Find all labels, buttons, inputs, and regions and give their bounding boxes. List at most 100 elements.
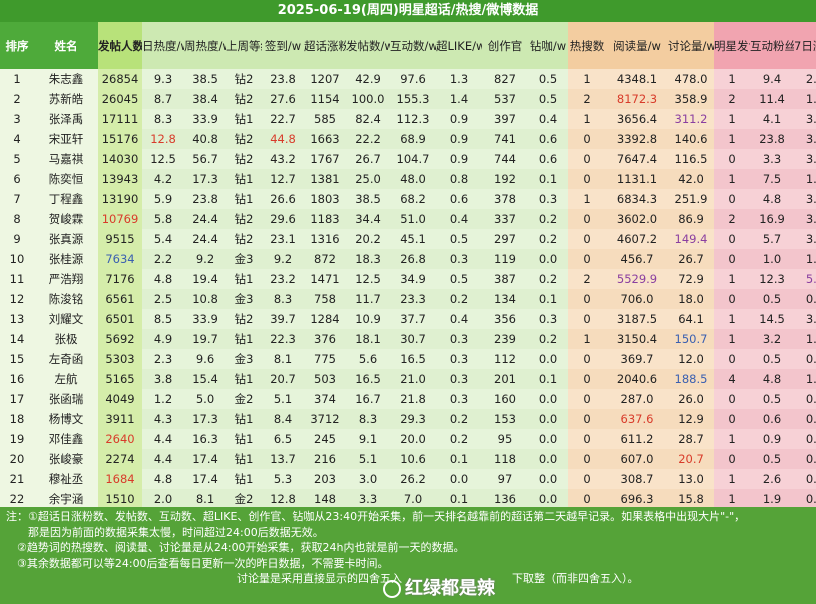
table-cell: 钻1 xyxy=(226,189,262,209)
page-title: 2025-06-19(周四)明星超话/热搜/微博数据 xyxy=(0,0,816,22)
table-cell: 149.4 xyxy=(668,229,714,249)
table-cell: 30.7 xyxy=(390,329,436,349)
table-cell: 0.2 xyxy=(528,209,568,229)
table-cell: 607.0 xyxy=(606,449,668,469)
table-cell: 0.3 xyxy=(436,249,482,269)
table-cell: 钻1 xyxy=(226,269,262,289)
table-cell: 4.4 xyxy=(142,449,184,469)
table-cell: 116.5 xyxy=(668,149,714,169)
note-line: ②趋势词的热搜数、阅读量、讨论量是从24:00开始采集，获取24h内也就是前一天… xyxy=(6,541,465,554)
table-cell: 陈浚铭 xyxy=(34,289,98,309)
table-cell: 5529.9 xyxy=(606,269,668,289)
table-cell: 10.6 xyxy=(390,449,436,469)
table-cell: 1663 xyxy=(304,129,346,149)
table-cell: 钻2 xyxy=(226,69,262,89)
table-cell: 24.4 xyxy=(184,229,226,249)
table-cell: 4049 xyxy=(98,389,142,409)
table-cell: 188.5 xyxy=(668,369,714,389)
table-row: 14 张极 5692 4.9 19.7 钻1 22.3 376 18.1 30.7 0.3 239 0.… xyxy=(0,329,816,349)
table-row: 8 贺峻霖 10769 5.8 24.4 钻2 29.6 1183 34.4 51.0 0.4 337… xyxy=(0,209,816,229)
table-cell: 1.0 xyxy=(794,249,816,269)
table-cell: 19.4 xyxy=(184,269,226,289)
table-cell: 38.4 xyxy=(184,89,226,109)
table-cell: 2.2 xyxy=(142,249,184,269)
table-cell: 1131.1 xyxy=(606,169,668,189)
table-cell: 1 xyxy=(714,489,750,509)
table-row: 3 张泽禹 17111 8.3 33.9 钻1 22.7 585 82.4 112.3 0.9 397… xyxy=(0,109,816,129)
table-cell: 456.7 xyxy=(606,249,668,269)
table-cell: 邓佳鑫 xyxy=(34,429,98,449)
table-cell: 3.5 xyxy=(794,149,816,169)
table-cell: 余宇涵 xyxy=(34,489,98,509)
table-row: 5 马嘉祺 14030 12.5 56.7 钻2 43.2 1767 26.7 104.7 0.9 7… xyxy=(0,149,816,169)
table-cell: 11 xyxy=(0,269,34,289)
table-row: 16 左航 5165 3.8 15.4 钻1 20.7 503 16.5 21.0 0.3 201 0.… xyxy=(0,369,816,389)
table-row: 2 苏新皓 26045 8.7 38.4 钻2 27.6 1154 100.0 155.3 1.4 5… xyxy=(0,89,816,109)
table-cell: 4.4 xyxy=(142,429,184,449)
table-cell: 钻2 xyxy=(226,89,262,109)
table-cell: 2 xyxy=(568,89,606,109)
table-cell: 14.5 xyxy=(750,309,794,329)
table-cell: 钻1 xyxy=(226,329,262,349)
table-cell: 33.9 xyxy=(184,309,226,329)
table-row: 18 杨博文 3911 4.3 17.3 钻1 8.4 3712 8.3 29.3 0.2 153 0.… xyxy=(0,409,816,429)
notes-section: 注：①超话日涨粉数、发帖数、互动数、超LIKE、创作官、钻咖从23:40开始采集… xyxy=(0,507,816,604)
column-header: 阅读量/w xyxy=(606,22,668,69)
table-cell: 0 xyxy=(714,449,750,469)
table-cell: 15.4 xyxy=(184,369,226,389)
table-cell: 8 xyxy=(0,209,34,229)
table-cell: 297 xyxy=(482,229,528,249)
table-cell: 0 xyxy=(568,289,606,309)
column-header: 发帖数/w xyxy=(346,22,390,69)
table-cell: 钻1 xyxy=(226,369,262,389)
watermark: 红绿都是辣 xyxy=(383,574,495,600)
table-cell: 29.6 xyxy=(262,209,304,229)
table-cell: 3.1 xyxy=(794,109,816,129)
table-cell: 1381 xyxy=(304,169,346,189)
table-cell: 18.3 xyxy=(346,249,390,269)
table-cell: 22.2 xyxy=(346,129,390,149)
table-cell: 2.3 xyxy=(142,349,184,369)
table-cell: 朱志鑫 xyxy=(34,69,98,89)
table-cell: 张函瑞 xyxy=(34,389,98,409)
table-cell: 15 xyxy=(0,349,34,369)
column-header: 姓名 xyxy=(34,22,98,69)
table-cell: 18.1 xyxy=(346,329,390,349)
column-header: 热搜数 xyxy=(568,22,606,69)
table-cell: 0 xyxy=(568,429,606,449)
table-cell: 10.8 xyxy=(184,289,226,309)
table-cell: 0 xyxy=(568,229,606,249)
table-cell: 26.6 xyxy=(262,189,304,209)
table-cell: 1767 xyxy=(304,149,346,169)
table-cell: 10 xyxy=(0,249,34,269)
table-cell: 10769 xyxy=(98,209,142,229)
table-cell: 2 xyxy=(568,269,606,289)
table-cell: 1.4 xyxy=(436,89,482,109)
table-cell: 穆祉丞 xyxy=(34,469,98,489)
table-cell: 203 xyxy=(304,469,346,489)
table-cell: 1 xyxy=(714,309,750,329)
table-cell: 0.5 xyxy=(750,289,794,309)
table-cell: 钻1 xyxy=(226,409,262,429)
table-cell: 741 xyxy=(482,129,528,149)
table-cell: 2640 xyxy=(98,429,142,449)
table-cell: 26.2 xyxy=(390,469,436,489)
table-cell: 6561 xyxy=(98,289,142,309)
table-cell: 4 xyxy=(0,129,34,149)
table-cell: 97 xyxy=(482,469,528,489)
table-cell: 陈奕恒 xyxy=(34,169,98,189)
table-cell: 13943 xyxy=(98,169,142,189)
table-cell: 0.0 xyxy=(528,409,568,429)
table-cell: 4 xyxy=(714,369,750,389)
table-cell: 1.0 xyxy=(750,249,794,269)
table-cell: 5.0 xyxy=(184,389,226,409)
table-cell: 张桂源 xyxy=(34,249,98,269)
table-cell: 3.0 xyxy=(346,469,390,489)
table-cell: 钻1 xyxy=(226,109,262,129)
table-cell: 2.8 xyxy=(794,69,816,89)
table-cell: 7 xyxy=(0,189,34,209)
table-cell: 611.2 xyxy=(606,429,668,449)
table-cell: 金2 xyxy=(226,489,262,509)
table-cell: 2 xyxy=(714,209,750,229)
table-cell: 12.5 xyxy=(346,269,390,289)
